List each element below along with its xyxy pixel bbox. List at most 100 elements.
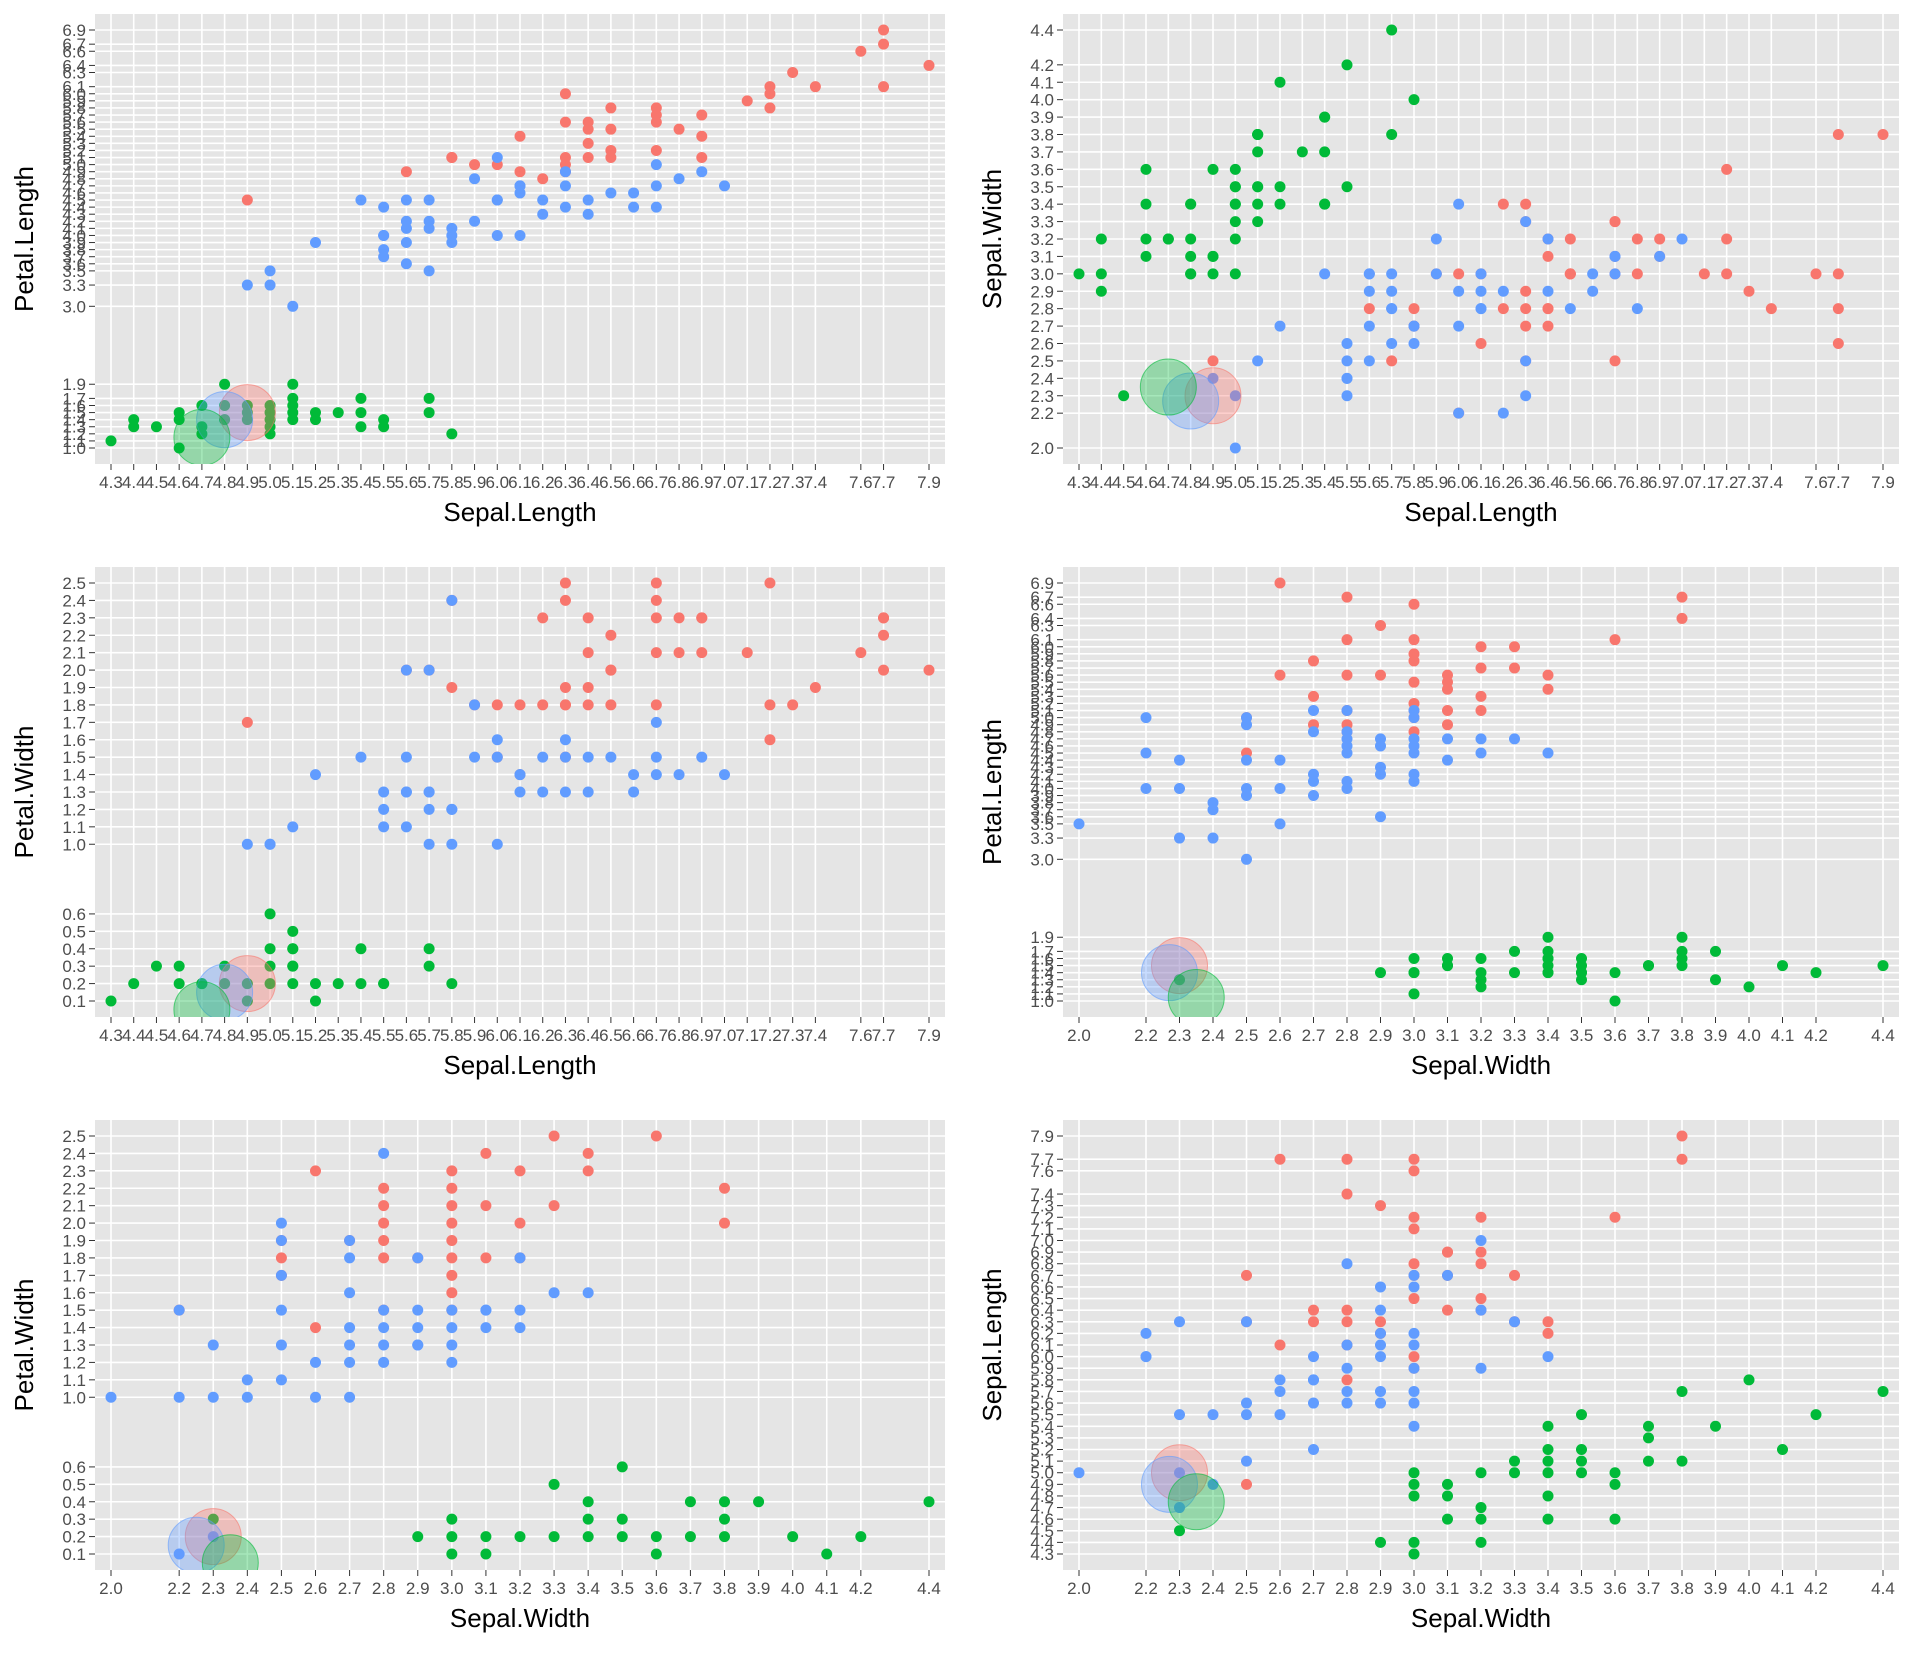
data-point: [616, 1513, 628, 1525]
data-point: [1743, 285, 1755, 297]
data-point: [673, 769, 685, 781]
y-tick-label: 4.4: [1030, 751, 1054, 770]
data-point: [1442, 1246, 1453, 1258]
x-tick-label: 7.2: [1715, 473, 1739, 492]
data-point: [1408, 1223, 1420, 1235]
data-point: [1363, 303, 1375, 315]
data-point: [480, 1147, 492, 1159]
data-point: [332, 407, 344, 419]
x-tick-label: 4.3: [1067, 473, 1091, 492]
data-point: [628, 187, 640, 199]
data-point: [605, 187, 617, 199]
series-3: [1073, 24, 1420, 402]
data-point: [491, 838, 503, 850]
data-point: [1308, 1374, 1319, 1386]
y-tick-label: 1.0: [1030, 992, 1054, 1011]
data-point: [378, 821, 390, 833]
x-tick-label: 3.1: [474, 1579, 498, 1598]
data-point: [1252, 146, 1264, 158]
data-point: [1341, 1339, 1353, 1351]
data-point: [446, 152, 458, 164]
data-point: [537, 194, 549, 206]
x-tick-label: 2.2: [1134, 1579, 1158, 1598]
y-tick-label: 4.7: [62, 177, 86, 196]
y-tick-label: 5.8: [1030, 652, 1054, 671]
data-point: [1386, 285, 1398, 297]
data-point: [923, 1496, 935, 1508]
data-point: [1676, 233, 1688, 245]
data-point: [1241, 1478, 1252, 1490]
x-tick-label: 3.0: [440, 1579, 464, 1598]
data-point: [650, 159, 662, 171]
x-tick-label: 3.7: [679, 1579, 703, 1598]
data-point: [412, 1304, 424, 1316]
data-point: [787, 699, 799, 711]
data-point: [855, 45, 867, 57]
data-point: [344, 1287, 356, 1299]
data-point: [537, 173, 549, 185]
mean-bubble-2: [196, 391, 254, 449]
x-tick-label: 3.3: [1503, 1579, 1527, 1598]
data-point: [855, 647, 867, 659]
data-point: [1542, 320, 1554, 332]
data-point: [696, 166, 708, 178]
data-point: [1430, 268, 1442, 280]
y-tick-label: 7.3: [1030, 1197, 1054, 1216]
y-tick-label: 2.4: [62, 591, 86, 610]
data-point: [173, 960, 185, 972]
data-point: [1140, 747, 1152, 759]
data-point: [469, 215, 481, 227]
y-tick-label: 5.6: [1030, 1394, 1054, 1413]
x-tick-label: 5.7: [417, 473, 441, 492]
data-point: [650, 1548, 662, 1560]
data-point: [1832, 268, 1844, 280]
data-point: [1509, 967, 1520, 979]
data-point: [310, 414, 321, 426]
data-point: [582, 152, 594, 164]
data-point: [514, 1252, 526, 1264]
data-point: [1252, 355, 1264, 367]
data-point: [650, 577, 662, 589]
data-point: [1576, 952, 1587, 964]
x-tick-label: 6.6: [622, 473, 646, 492]
data-point: [1520, 355, 1532, 367]
data-point: [1576, 1444, 1587, 1455]
data-point: [923, 664, 935, 676]
x-tick-label: 3.9: [1704, 1579, 1728, 1598]
data-point: [241, 1391, 253, 1403]
data-point: [1475, 285, 1487, 297]
data-point: [400, 258, 412, 270]
data-point: [1363, 320, 1375, 332]
data-point: [1229, 268, 1241, 280]
data-point: [548, 1130, 560, 1142]
data-point: [650, 180, 662, 192]
x-tick-label: 2.9: [406, 1579, 430, 1598]
x-axis-title: Sepal.Width: [450, 1603, 590, 1633]
data-point: [1676, 931, 1688, 943]
data-point: [310, 995, 321, 1007]
data-point: [1609, 355, 1621, 367]
data-point: [1408, 1258, 1420, 1270]
data-point: [1095, 285, 1107, 297]
data-point: [469, 173, 481, 185]
x-tick-label: 6.4: [576, 473, 600, 492]
data-point: [1341, 1258, 1353, 1270]
data-point: [310, 978, 321, 990]
data-point: [559, 577, 571, 589]
data-point: [207, 1531, 219, 1543]
x-tick-label: 6.0: [485, 473, 509, 492]
y-tick-label: 3.3: [1030, 829, 1054, 848]
scatter-panel-1: 4.3 4.4 4.5 4.6 4.7 4.8 4.9 5.0 5.1 5.2 5.3 5.4 5.5 5…: [9, 14, 945, 527]
data-point: [1241, 719, 1252, 731]
x-tick-label: 3.2: [1469, 1579, 1493, 1598]
data-point: [480, 1322, 492, 1334]
data-point: [1408, 1269, 1420, 1281]
y-tick-label: 5.3: [1030, 687, 1054, 706]
y-tick-label: 4.6: [62, 184, 86, 203]
data-point: [1676, 591, 1688, 603]
data-point: [446, 803, 458, 815]
data-point: [1453, 407, 1465, 419]
y-tick-label: 6.7: [1030, 588, 1054, 607]
x-tick-label: 6.7: [645, 473, 669, 492]
